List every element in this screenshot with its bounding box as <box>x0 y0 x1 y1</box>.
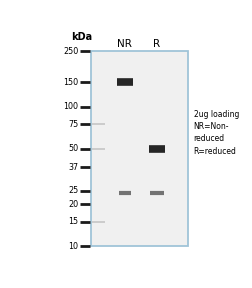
Text: 75: 75 <box>68 120 78 129</box>
Text: 50: 50 <box>68 144 78 153</box>
Text: 15: 15 <box>68 217 78 226</box>
Text: R: R <box>153 39 160 49</box>
Text: 20: 20 <box>68 200 78 209</box>
Text: 2ug loading
NR=Non-
reduced
R=reduced: 2ug loading NR=Non- reduced R=reduced <box>194 110 239 156</box>
Text: 150: 150 <box>63 78 78 87</box>
Text: 100: 100 <box>63 102 78 111</box>
Text: kDa: kDa <box>71 32 92 42</box>
Text: 10: 10 <box>68 242 78 251</box>
Text: 250: 250 <box>63 47 78 56</box>
Text: 25: 25 <box>68 186 78 195</box>
Text: NR: NR <box>117 39 132 49</box>
Bar <box>91 51 188 246</box>
Text: 37: 37 <box>68 162 78 172</box>
